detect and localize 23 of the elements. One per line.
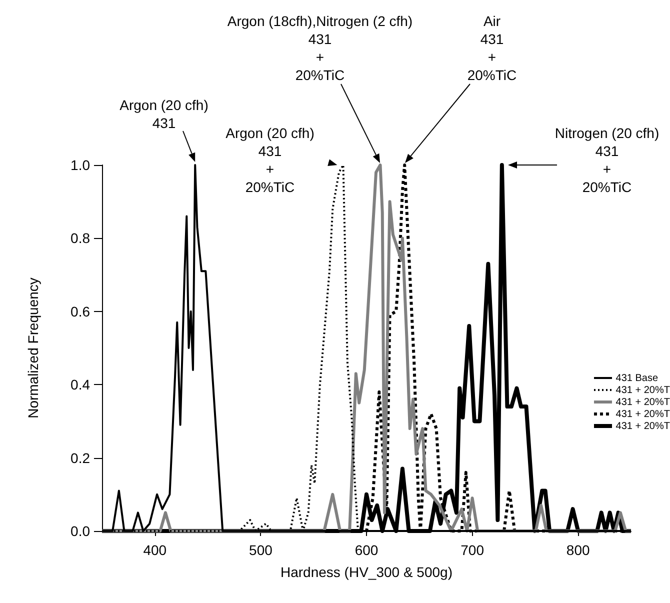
y-tick-label: 0.0 bbox=[70, 523, 90, 539]
x-tick-label: 800 bbox=[566, 542, 590, 558]
legend-label: 431 + 20%T bbox=[616, 408, 670, 420]
y-tick-label: 0.2 bbox=[70, 450, 90, 466]
y-tick-label: 0.8 bbox=[70, 230, 90, 246]
annotation: Argon (20 cfh) 431 + 20%TiC bbox=[226, 124, 314, 196]
x-tick-label: 700 bbox=[460, 542, 484, 558]
text: Air 431 + 20%TiC bbox=[467, 12, 517, 84]
annotation: Nitrogen (20 cfh) 431 + 20%TiC bbox=[554, 124, 660, 196]
x-tick-label: 500 bbox=[249, 542, 273, 558]
legend-label: 431 + 20%T bbox=[616, 396, 670, 408]
annotation: Argon (20 cfh) 431 bbox=[120, 96, 208, 132]
x-tick-label: 600 bbox=[354, 542, 378, 558]
text: Argon (18cfh),Nitrogen (2 cfh) 431 + 20%TiC bbox=[227, 12, 413, 84]
legend-label: 431 Base bbox=[616, 372, 658, 384]
y-tick-label: 1.0 bbox=[70, 157, 90, 173]
x-tick-label: 400 bbox=[143, 542, 167, 558]
y-tick-label: 0.6 bbox=[70, 303, 90, 320]
y-axis-title: Normalized Frequency bbox=[25, 278, 41, 418]
legend-label: 431 + 20%T bbox=[616, 420, 670, 432]
x-axis-title: Hardness (HV_300 & 500g) bbox=[280, 564, 452, 580]
y-tick-label: 0.4 bbox=[70, 376, 90, 393]
legend-label: 431 + 20%T bbox=[616, 384, 670, 396]
